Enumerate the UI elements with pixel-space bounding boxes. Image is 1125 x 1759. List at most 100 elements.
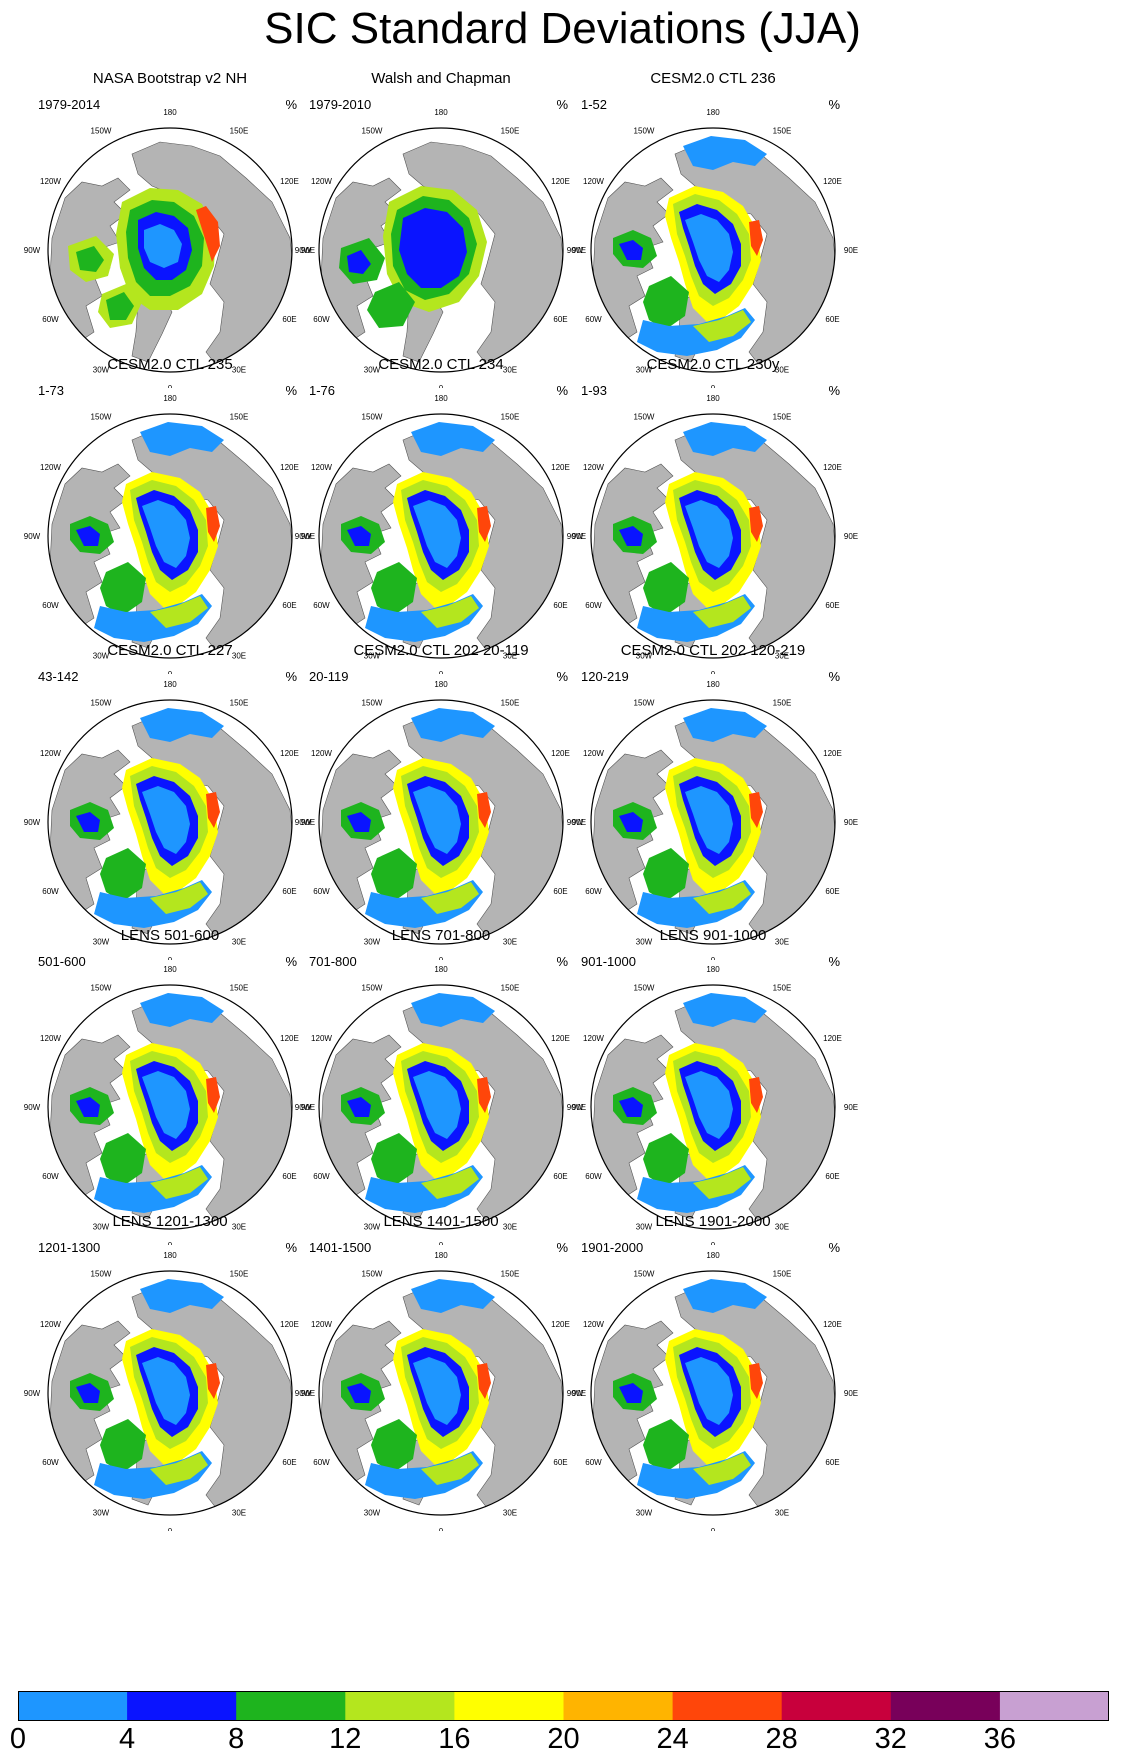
map-panel: LENS 1201-1300 1201-1300% 180 150E 120E 90E 60… bbox=[10, 1213, 330, 1531]
longitude-label-60w: 60W bbox=[585, 1458, 602, 1467]
sea-ice-std-region bbox=[100, 562, 146, 616]
sea-ice-std-region bbox=[749, 220, 763, 256]
longitude-label-60w: 60W bbox=[42, 887, 59, 896]
map-panel: CESM2.0 CTL 230y 1-93% 180 150E 120E 90E 60E 30… bbox=[553, 356, 873, 674]
colorbar-swatch bbox=[672, 1691, 783, 1721]
longitude-label-60w: 60W bbox=[313, 315, 330, 324]
longitude-label-150w: 150W bbox=[362, 1270, 383, 1279]
longitude-label-120e: 120E bbox=[280, 177, 299, 186]
longitude-label-180: 180 bbox=[434, 1251, 448, 1260]
longitude-label-150w: 150W bbox=[634, 699, 655, 708]
sea-ice-std-region bbox=[683, 708, 767, 742]
longitude-label-30e: 30E bbox=[503, 366, 517, 375]
longitude-label-150w: 150W bbox=[634, 984, 655, 993]
sea-ice-std-region bbox=[411, 1279, 495, 1313]
longitude-label-120w: 120W bbox=[583, 749, 604, 758]
longitude-label-60w: 60W bbox=[585, 1172, 602, 1181]
longitude-label-120w: 120W bbox=[40, 177, 61, 186]
longitude-label-90e: 90E bbox=[301, 1103, 315, 1112]
sea-ice-std-region bbox=[685, 1357, 733, 1425]
longitude-label-0: 0 bbox=[168, 1241, 173, 1245]
longitude-label-30e: 30E bbox=[775, 938, 789, 947]
longitude-label-120w: 120W bbox=[583, 1034, 604, 1043]
colorbar-swatch bbox=[781, 1691, 892, 1721]
longitude-label-60e: 60E bbox=[825, 887, 839, 896]
longitude-label-90w: 90W bbox=[567, 1103, 584, 1112]
longitude-label-60e: 60E bbox=[282, 1458, 296, 1467]
polar-map: 180 150E 120E 90E 60E 30E 0 30W 60W 90W 120W 150W bbox=[295, 680, 586, 960]
panel-title: CESM2.0 CTL 236 bbox=[650, 70, 776, 87]
longitude-label-150w: 150W bbox=[91, 1270, 112, 1279]
panel-title: CESM2.0 CTL 234 bbox=[378, 356, 504, 373]
sea-ice-std-region bbox=[347, 250, 371, 274]
sea-ice-std-region bbox=[643, 1133, 689, 1187]
sea-ice-std-region bbox=[749, 506, 763, 542]
sea-ice-std-region bbox=[413, 786, 461, 854]
sea-ice-std-region bbox=[140, 708, 224, 742]
longitude-label-30w: 30W bbox=[636, 1509, 653, 1518]
longitude-label-90e: 90E bbox=[844, 532, 858, 541]
longitude-label-150w: 150W bbox=[91, 127, 112, 136]
panel-year-range: 701-800 bbox=[309, 954, 357, 969]
map-panel: CESM2.0 CTL 202 20-119 20-119% 180 150E 120E… bbox=[281, 642, 601, 960]
sea-ice-std-region bbox=[76, 1383, 100, 1403]
panel-unit-label: % bbox=[285, 669, 297, 684]
sea-ice-std-region bbox=[399, 208, 467, 288]
longitude-label-60w: 60W bbox=[585, 601, 602, 610]
sea-ice-std-region bbox=[150, 596, 208, 628]
longitude-label-120e: 120E bbox=[280, 463, 299, 472]
panel-unit-label: % bbox=[828, 954, 840, 969]
map-panel: NASA Bootstrap v2 NH 1979-2014% 180 150E 120… bbox=[10, 70, 330, 388]
panel-unit-label: % bbox=[828, 1240, 840, 1255]
panel-year-range: 901-1000 bbox=[581, 954, 636, 969]
longitude-label-60e: 60E bbox=[553, 1458, 567, 1467]
longitude-label-90w: 90W bbox=[295, 818, 312, 827]
panel-title: CESM2.0 CTL 202 20-119 bbox=[353, 642, 529, 659]
map-boundary bbox=[47, 413, 293, 659]
sea-ice-std-region bbox=[693, 882, 751, 914]
longitude-label-180: 180 bbox=[163, 965, 177, 974]
colorbar-tick-label: 32 bbox=[874, 1723, 907, 1755]
longitude-label-150e: 150E bbox=[773, 699, 792, 708]
panel-title: NASA Bootstrap v2 NH bbox=[92, 70, 248, 87]
sea-ice-std-region bbox=[693, 1453, 751, 1485]
longitude-label-120e: 120E bbox=[823, 749, 842, 758]
longitude-label-90w: 90W bbox=[567, 532, 584, 541]
colorbar-tick-label: 0 bbox=[9, 1723, 27, 1755]
polar-map: 180 150E 120E 90E 60E 30E 0 30W 60W 90W 120W 150W bbox=[24, 108, 315, 388]
sea-ice-std-region bbox=[413, 1071, 461, 1139]
sea-ice-std-region bbox=[347, 1097, 371, 1117]
longitude-label-60e: 60E bbox=[282, 887, 296, 896]
map-boundary bbox=[318, 1270, 564, 1516]
sea-ice-std-region bbox=[421, 596, 479, 628]
panel-unit-label: % bbox=[285, 954, 297, 969]
longitude-label-60e: 60E bbox=[553, 315, 567, 324]
longitude-label-0: 0 bbox=[711, 384, 716, 388]
longitude-label-90w: 90W bbox=[24, 532, 41, 541]
sea-ice-std-region bbox=[643, 848, 689, 902]
longitude-label-150e: 150E bbox=[773, 413, 792, 422]
map-boundary bbox=[318, 127, 564, 373]
longitude-label-120w: 120W bbox=[583, 1320, 604, 1329]
colorbar-frame bbox=[18, 1691, 1109, 1721]
panel-year-range: 1-76 bbox=[309, 383, 336, 398]
map-boundary bbox=[318, 699, 564, 945]
longitude-label-60w: 60W bbox=[313, 1458, 330, 1467]
longitude-label-0: 0 bbox=[168, 956, 173, 960]
longitude-label-90w: 90W bbox=[567, 246, 584, 255]
map-boundary bbox=[318, 413, 564, 659]
panel-unit-label: % bbox=[285, 1240, 297, 1255]
longitude-label-150w: 150W bbox=[91, 984, 112, 993]
panel-year-range: 1-93 bbox=[581, 383, 608, 398]
longitude-label-60e: 60E bbox=[825, 601, 839, 610]
longitude-label-150w: 150W bbox=[634, 1270, 655, 1279]
longitude-label-0: 0 bbox=[439, 384, 444, 388]
sea-ice-std-region bbox=[371, 1133, 417, 1187]
panel-title: CESM2.0 CTL 235 bbox=[107, 356, 233, 373]
longitude-label-150e: 150E bbox=[501, 1270, 520, 1279]
panel-unit-label: % bbox=[556, 669, 568, 684]
sea-ice-std-region bbox=[140, 993, 224, 1027]
longitude-label-150e: 150E bbox=[501, 699, 520, 708]
sea-ice-std-region bbox=[619, 526, 643, 546]
map-boundary bbox=[47, 127, 293, 373]
